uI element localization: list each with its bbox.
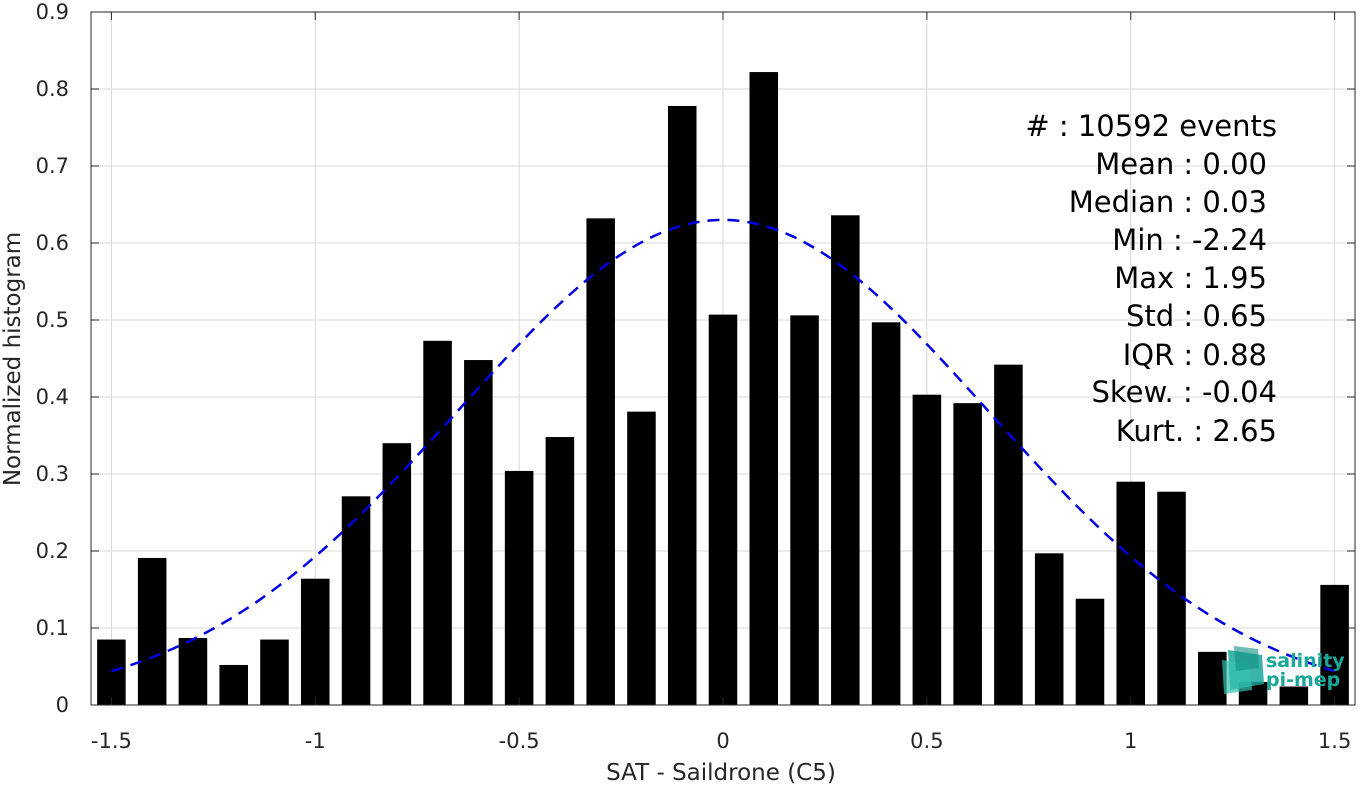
- histogram-bar: [790, 315, 819, 705]
- histogram-bar: [871, 322, 901, 705]
- stat-kurt: Kurt. : 2.65: [1116, 414, 1277, 448]
- x-tick-label: -1: [305, 729, 326, 753]
- y-tick-label: 0.5: [36, 308, 69, 332]
- histogram-bar: [749, 72, 779, 705]
- y-tick-label: 0.1: [36, 616, 69, 640]
- stat-median: Median : 0.03: [1069, 185, 1267, 219]
- histogram-bar: [586, 218, 615, 706]
- histogram-bar: [953, 403, 982, 705]
- stat-mean: Mean : 0.00: [1095, 147, 1267, 181]
- x-axis-label: SAT - Saildrone (C5): [606, 760, 836, 785]
- stat-skew: Skew. : -0.04: [1091, 375, 1277, 409]
- x-tick-label: -1.5: [91, 729, 132, 753]
- histogram-bar: [137, 557, 167, 705]
- x-axis-ticks: -1.5 -1 -0.5 0 0.5 1 1.5: [91, 12, 1351, 753]
- histogram-bar: [627, 411, 656, 705]
- x-tick-label: 1: [1124, 729, 1137, 753]
- histogram-bar: [994, 364, 1023, 705]
- stat-std: Std : 0.65: [1126, 299, 1267, 333]
- y-tick-label: 0.2: [36, 539, 69, 563]
- logo-line1: salinity: [1266, 650, 1345, 672]
- histogram-bar: [423, 340, 452, 705]
- y-tick-label: 0.8: [36, 77, 69, 101]
- y-tick-label: 0: [56, 693, 69, 717]
- histogram-bar: [300, 578, 330, 705]
- stat-iqr: IQR : 0.88: [1123, 338, 1267, 372]
- histogram-bar: [912, 394, 942, 705]
- x-tick-label: -0.5: [499, 729, 540, 753]
- histogram-bar: [260, 639, 289, 705]
- histogram-bar: [1279, 686, 1309, 705]
- histogram-bar: [831, 215, 860, 705]
- histogram-bar: [504, 470, 534, 705]
- y-tick-label: 0.4: [36, 385, 69, 409]
- salinity-pimep-logo: salinity pi-mep: [1222, 646, 1345, 694]
- histogram-bar: [219, 664, 248, 705]
- histogram-bar: [341, 496, 371, 705]
- histogram-bar: [1320, 584, 1349, 705]
- histogram-bar: [178, 638, 208, 705]
- histogram-bar: [1198, 651, 1227, 705]
- histogram-bar: [97, 639, 126, 705]
- y-tick-label: 0.7: [36, 154, 69, 178]
- y-tick-label: 0.9: [36, 0, 69, 24]
- stat-max: Max : 1.95: [1114, 261, 1267, 295]
- histogram-bar: [464, 360, 493, 705]
- y-axis-ticks: 0 0.1 0.2 0.3 0.4 0.5 0.6 0.7 0.8 0.9: [36, 0, 1355, 717]
- histogram-bar: [1034, 553, 1064, 705]
- histogram-bars: [97, 72, 1349, 706]
- x-tick-label: 0: [716, 729, 729, 753]
- histogram-bar: [1075, 598, 1105, 705]
- logo-line2: pi-mep: [1266, 669, 1340, 691]
- histogram-bar: [667, 105, 697, 705]
- histogram-bar: [1157, 491, 1186, 705]
- stats-box: # : 10592 events Mean : 0.00 Median : 0.…: [1025, 109, 1277, 448]
- x-tick-label: 1.5: [1318, 729, 1351, 753]
- logo-mark-icon: [1222, 646, 1264, 694]
- histogram-bar: [708, 314, 738, 705]
- y-tick-label: 0.6: [36, 231, 69, 255]
- histogram-bar: [545, 437, 575, 705]
- y-axis-label: Normalized histogram: [0, 232, 26, 486]
- x-tick-label: 0.5: [910, 729, 943, 753]
- histogram-bar: [1116, 481, 1146, 705]
- y-tick-label: 0.3: [36, 462, 69, 486]
- stat-min: Min : -2.24: [1112, 223, 1267, 257]
- stat-count: # : 10592 events: [1025, 109, 1277, 143]
- histogram-bar: [382, 443, 412, 705]
